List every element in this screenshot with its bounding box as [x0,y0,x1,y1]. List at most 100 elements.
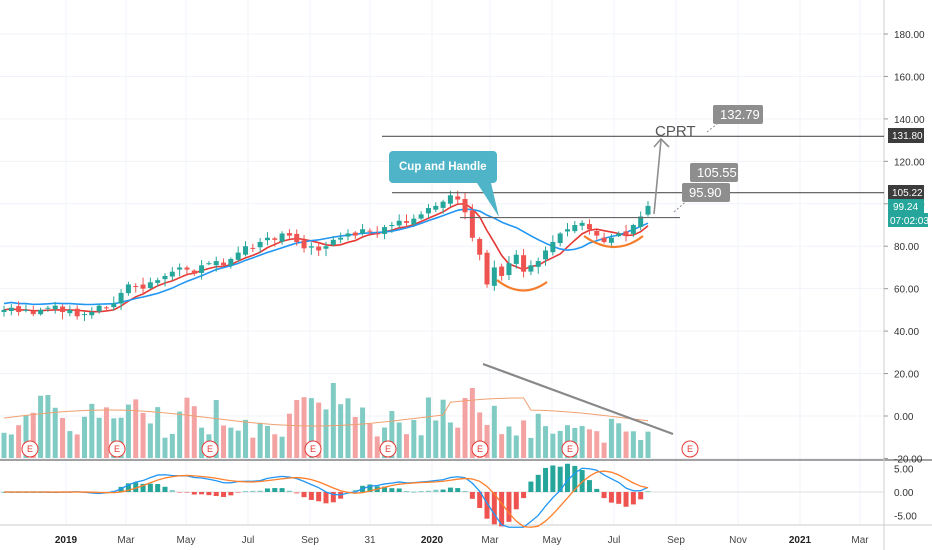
target-mid-label[interactable]: 105.55 [690,163,738,182]
macd-hist-40 [294,492,300,494]
macd-hist-55 [404,491,409,493]
candle-48 [352,232,358,236]
candle-50 [367,230,373,232]
breakout-label[interactable]: 95.90 [673,183,730,213]
volume-bar-67 [491,405,497,458]
handle-arc [583,235,644,248]
macd-hist-58 [425,490,431,492]
earnings-marker-2 [201,440,219,458]
macd-hist-52 [382,486,388,492]
candle-36 [264,237,270,241]
macd-hist-36 [264,488,270,492]
macd-hist-38 [279,488,285,492]
time-axis[interactable]: 2019 Mar May Jul Sep 31 2020 Mar May Jul Sep Nov 202… [55,535,869,546]
cup-handle-callout[interactable]: Cup and Handle [389,151,499,217]
volume-bar-57 [418,435,424,458]
earnings-marker-7 [681,440,699,458]
target-arrow [653,137,670,215]
candle-56 [411,218,417,225]
macd-hist-21 [155,484,161,492]
candle-37 [272,238,278,240]
candle-4 [30,311,36,315]
macd-hist-50 [367,484,373,492]
volume-bar-84 [616,423,622,458]
time-label-13: Mar [851,535,869,546]
candle-88 [645,205,651,215]
volume-bar-12 [89,403,95,458]
volume-bar-21 [155,407,161,458]
volume-bar-42 [308,398,314,458]
volume-bar-49 [360,407,366,458]
price-tick-label-2: 20.00 [894,370,919,381]
candle-38 [279,233,285,242]
macd-hist-25 [184,492,190,493]
macd-hist-56 [411,491,417,493]
volume-bar-15 [111,418,117,458]
macd-hist-70 [513,492,519,510]
volume-bar-4 [30,412,36,458]
time-label-0: 2019 [55,535,78,546]
volume-bar-30 [221,425,227,458]
volume-bar-7 [52,407,58,458]
candle-70 [513,254,519,264]
volume-bar-82 [601,442,607,458]
candle-42 [308,246,314,248]
macd-hist-37 [272,488,278,492]
badge-resistance-mid-text: 105.22 [892,188,923,199]
volume-bar-1 [8,434,14,458]
candle-11 [82,314,87,316]
macd-hist-83 [608,492,614,503]
volume-bar-33 [243,419,248,458]
macd-hist-74 [543,467,549,492]
macd-hist-66 [484,492,490,519]
macd-hist-68 [499,492,505,527]
candle-15 [111,303,117,308]
candle-3 [23,309,29,311]
pattern-drawings[interactable] [482,235,674,436]
candle-35 [257,241,263,248]
volume-bar-26 [191,406,197,458]
candle-51 [374,233,380,235]
volume-bar-53 [389,411,395,458]
macd-hist-48 [352,489,358,492]
volume-bar-39 [286,413,292,458]
macd-hist-60 [440,489,446,492]
macd-hist-22 [162,486,168,492]
candle-62 [455,196,461,200]
candle-17 [125,284,131,294]
target-high-label[interactable]: 132.79 [706,105,763,133]
volume-bar-17 [125,404,131,458]
macd-signal-line [4,470,649,528]
macd-hist-67 [491,492,497,525]
candle-33 [243,246,248,255]
volume-bar-20 [147,423,153,458]
earnings-marker-label-7: E [687,444,693,454]
candle-74 [543,250,549,260]
callout-label: Cup and Handle [399,161,487,173]
candle-0 [1,309,7,313]
volume-bar-8 [60,417,66,458]
badge-resistance-high-text: 131.80 [892,131,923,142]
candle-54 [396,220,402,226]
price-tick-label-0: -20.00 [894,454,923,465]
volume-bar-74 [543,426,549,458]
candle-18 [133,285,139,287]
candle-29 [213,261,219,266]
candle-23 [169,271,175,277]
macd-tick-label-1: 0.00 [894,488,914,499]
macd-hist-39 [286,490,292,492]
price-tick-label-5: 80.00 [894,242,919,253]
candle-59 [433,205,439,210]
horizontal-levels[interactable] [382,135,884,219]
macd-hist-72 [528,481,534,492]
volume-bar-43 [316,402,322,458]
macd-tick-label-0: 5.00 [894,465,914,476]
candle-6 [45,307,51,309]
earnings-marker-4 [379,440,397,458]
volume-trend-line [482,362,674,436]
macd-hist-19 [140,483,146,492]
target-high-value: 132.79 [720,107,760,122]
earnings-marker-label-2: E [207,444,213,454]
